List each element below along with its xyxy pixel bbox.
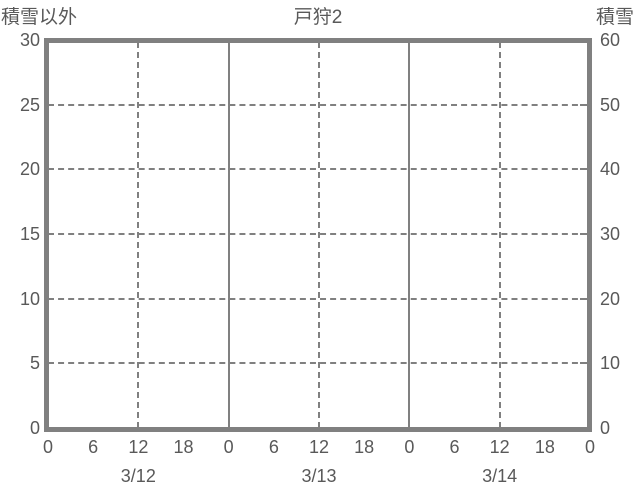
right-axis-caption: 積雪 xyxy=(595,7,634,28)
x-axis-hour-label: 18 xyxy=(354,437,375,457)
right-axis-tick-mark xyxy=(580,233,587,235)
right-axis-tick-mark xyxy=(580,362,587,365)
left-axis-tick-label: 10 xyxy=(19,288,40,309)
right-axis-tick-label: 50 xyxy=(600,94,621,115)
right-axis-tick-label: 30 xyxy=(600,224,621,244)
gridline-vertical xyxy=(137,42,140,428)
plot-border-bottom xyxy=(44,427,592,432)
day-boundary-line xyxy=(227,42,230,428)
x-axis-hour-label: 18 xyxy=(534,437,555,457)
plot-border-left xyxy=(44,38,49,432)
right-axis-tick-label: 40 xyxy=(600,159,621,180)
right-axis-tick-label: 0 xyxy=(600,418,611,438)
left-axis-tick-label: 20 xyxy=(19,159,40,180)
x-axis-hour-label: 12 xyxy=(489,437,510,457)
left-axis-tick-label: 5 xyxy=(29,353,40,374)
right-axis-tick-label: 20 xyxy=(600,288,621,309)
right-axis-tick-label: 10 xyxy=(600,353,621,374)
x-axis-day-label: 3/12 xyxy=(120,466,156,486)
left-axis-tick-label: 30 xyxy=(19,30,40,50)
day-boundary-line xyxy=(408,42,411,428)
x-axis-hour-label: 6 xyxy=(449,437,460,457)
x-axis-hour-label: 0 xyxy=(404,437,415,457)
right-axis-tick-label: 60 xyxy=(600,30,621,50)
plot-border-top xyxy=(44,38,592,43)
gridline-vertical xyxy=(498,42,501,428)
x-axis-hour-label: 12 xyxy=(128,437,149,457)
left-axis-caption: 積雪以外 xyxy=(1,7,78,28)
right-axis-tick-mark xyxy=(580,297,587,300)
x-axis-hour-label: 12 xyxy=(308,437,330,457)
left-axis-tick-label: 25 xyxy=(19,94,40,115)
plot-border-right xyxy=(587,38,592,432)
right-axis-tick-mark xyxy=(580,103,587,106)
x-axis-hour-label: 6 xyxy=(88,437,99,457)
x-axis-hour-label: 0 xyxy=(223,437,234,457)
x-axis-day-label: 3/13 xyxy=(301,466,337,486)
gridline-vertical xyxy=(318,42,320,428)
x-axis-hour-label: 0 xyxy=(42,437,53,457)
x-axis-hour-label: 0 xyxy=(584,437,595,457)
left-axis-tick-label: 15 xyxy=(19,224,40,244)
right-axis-tick-mark xyxy=(580,168,587,171)
x-axis-hour-label: 18 xyxy=(173,437,194,457)
left-axis-tick-label: 0 xyxy=(29,418,40,438)
x-axis-day-label: 3/14 xyxy=(482,466,518,486)
chart-title: 戸狩2 xyxy=(293,7,343,28)
x-axis-hour-label: 6 xyxy=(268,437,279,457)
